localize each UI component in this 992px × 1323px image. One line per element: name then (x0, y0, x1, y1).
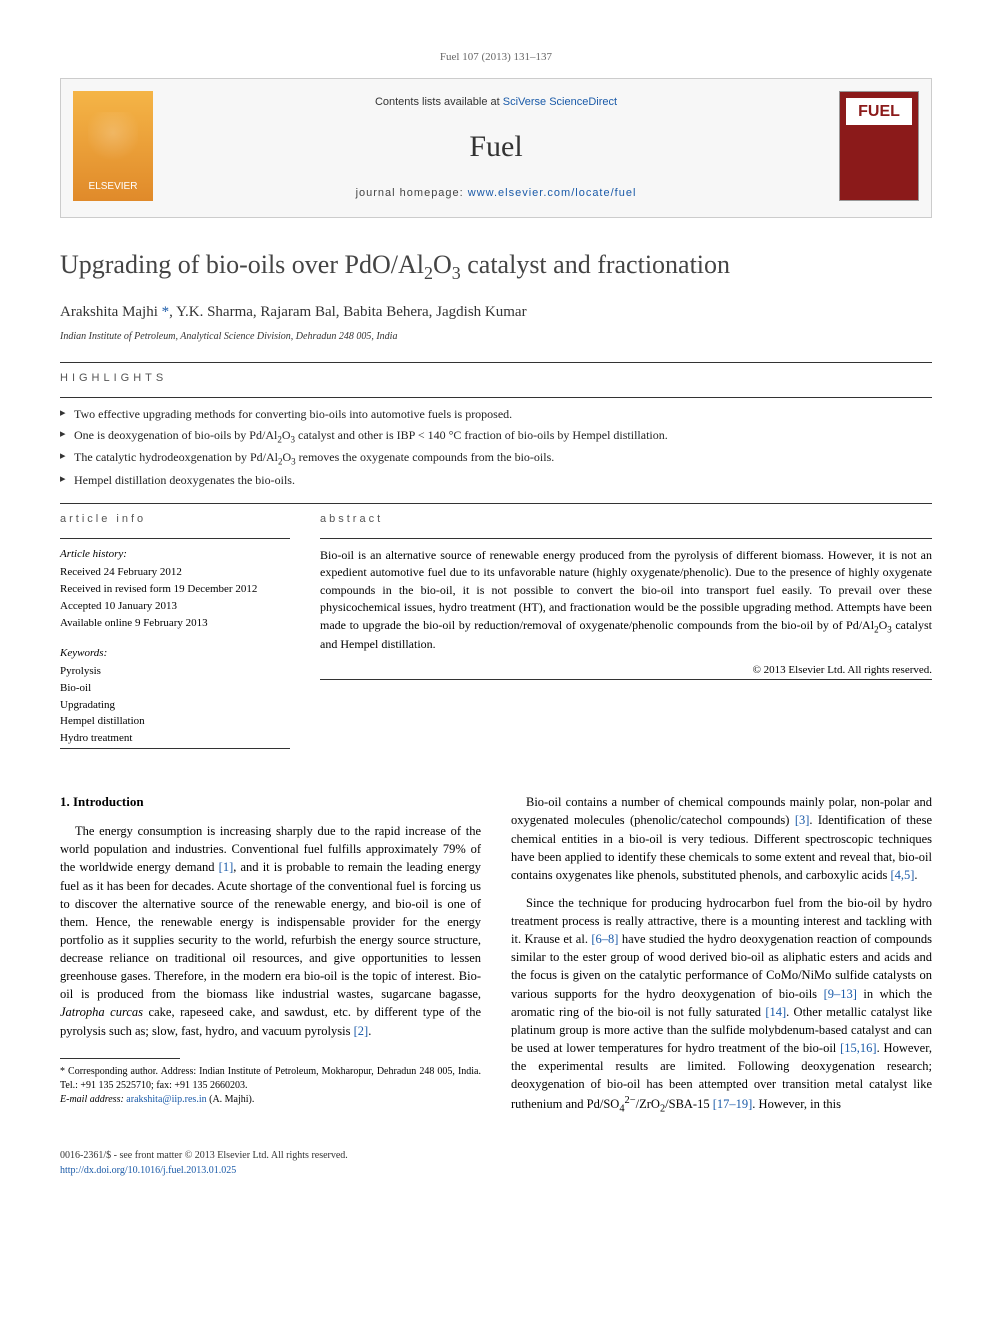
article-info-label: article info (60, 512, 290, 528)
history-item: Received 24 February 2012 (60, 565, 290, 581)
rule (320, 538, 932, 539)
keyword: Pyrolysis (60, 664, 290, 680)
authors-line: Arakshita Majhi *, Y.K. Sharma, Rajaram … (60, 302, 932, 324)
footer-front-matter: 0016-2361/$ - see front matter © 2013 El… (60, 1149, 348, 1164)
cover-title: FUEL (846, 98, 912, 125)
email-suffix: (A. Majhi). (209, 1094, 254, 1105)
intro-para: The energy consumption is increasing sha… (60, 822, 481, 1040)
elsevier-tree-icon (88, 112, 138, 172)
highlight-item: The catalytic hydrodeoxgenation by Pd/Al… (60, 449, 932, 468)
journal-cover-thumb: FUEL (839, 91, 919, 201)
intro-heading: 1. Introduction (60, 793, 481, 812)
contents-lists-line: Contents lists available at SciVerse Sci… (61, 95, 931, 111)
email-label: E-mail address: (60, 1094, 124, 1105)
contents-prefix: Contents lists available at (375, 96, 503, 108)
abstract-block: abstract Bio-oil is an alternative sourc… (320, 512, 932, 757)
corresponding-author-footnote: * Corresponding author. Address: Indian … (60, 1065, 481, 1107)
rule (60, 538, 290, 539)
elsevier-logo: ELSEVIER (73, 91, 153, 201)
journal-header: ELSEVIER Contents lists available at Sci… (60, 78, 932, 218)
keywords-label: Keywords: (60, 646, 290, 662)
history-item: Available online 9 February 2013 (60, 616, 290, 632)
footnote-corr: * Corresponding author. Address: Indian … (60, 1065, 481, 1093)
article-title: Upgrading of bio-oils over PdO/Al2O3 cat… (60, 246, 932, 286)
highlights-block: Two effective upgrading methods for conv… (60, 406, 932, 489)
footnote-rule (60, 1058, 180, 1059)
highlight-item: Two effective upgrading methods for conv… (60, 406, 932, 423)
keyword: Bio-oil (60, 681, 290, 697)
column-left: 1. Introduction The energy consumption i… (60, 793, 481, 1127)
citation-line: Fuel 107 (2013) 131–137 (60, 50, 932, 66)
doi-link[interactable]: http://dx.doi.org/10.1016/j.fuel.2013.01… (60, 1165, 236, 1176)
elsevier-logo-text: ELSEVIER (89, 180, 138, 195)
highlights-list: Two effective upgrading methods for conv… (60, 406, 932, 489)
page-footer: 0016-2361/$ - see front matter © 2013 El… (60, 1149, 932, 1178)
article-info: article info Article history: Received 2… (60, 512, 290, 757)
rule (60, 397, 932, 398)
sciencedirect-link[interactable]: SciVerse ScienceDirect (503, 96, 617, 108)
abstract-copyright: © 2013 Elsevier Ltd. All rights reserved… (320, 663, 932, 679)
intro-para: Since the technique for producing hydroc… (511, 894, 932, 1117)
homepage-prefix: journal homepage: (356, 187, 468, 199)
rule (60, 748, 290, 749)
cover-body (846, 129, 912, 194)
rule (60, 362, 932, 363)
history-item: Received in revised form 19 December 201… (60, 582, 290, 598)
intro-para: Bio-oil contains a number of chemical co… (511, 793, 932, 884)
body-columns: 1. Introduction The energy consumption i… (60, 793, 932, 1127)
footer-left: 0016-2361/$ - see front matter © 2013 El… (60, 1149, 348, 1178)
keyword: Hydro treatment (60, 731, 290, 747)
rule (320, 679, 932, 680)
highlight-item: One is deoxygenation of bio-oils by Pd/A… (60, 427, 932, 446)
homepage-link[interactable]: www.elsevier.com/locate/fuel (468, 187, 637, 199)
keyword: Hempel distillation (60, 714, 290, 730)
column-right: Bio-oil contains a number of chemical co… (511, 793, 932, 1127)
keyword: Upgradating (60, 698, 290, 714)
abstract-label: abstract (320, 512, 932, 528)
journal-name: Fuel (61, 125, 931, 169)
rule (60, 503, 932, 504)
highlight-item: Hempel distillation deoxygenates the bio… (60, 472, 932, 489)
history-label: Article history: (60, 547, 290, 563)
affiliation: Indian Institute of Petroleum, Analytica… (60, 330, 932, 345)
highlights-label: highlights (60, 371, 932, 387)
email-link[interactable]: arakshita@iip.res.in (126, 1094, 206, 1105)
history-item: Accepted 10 January 2013 (60, 599, 290, 615)
abstract-text: Bio-oil is an alternative source of rene… (320, 547, 932, 653)
homepage-line: journal homepage: www.elsevier.com/locat… (61, 186, 931, 202)
